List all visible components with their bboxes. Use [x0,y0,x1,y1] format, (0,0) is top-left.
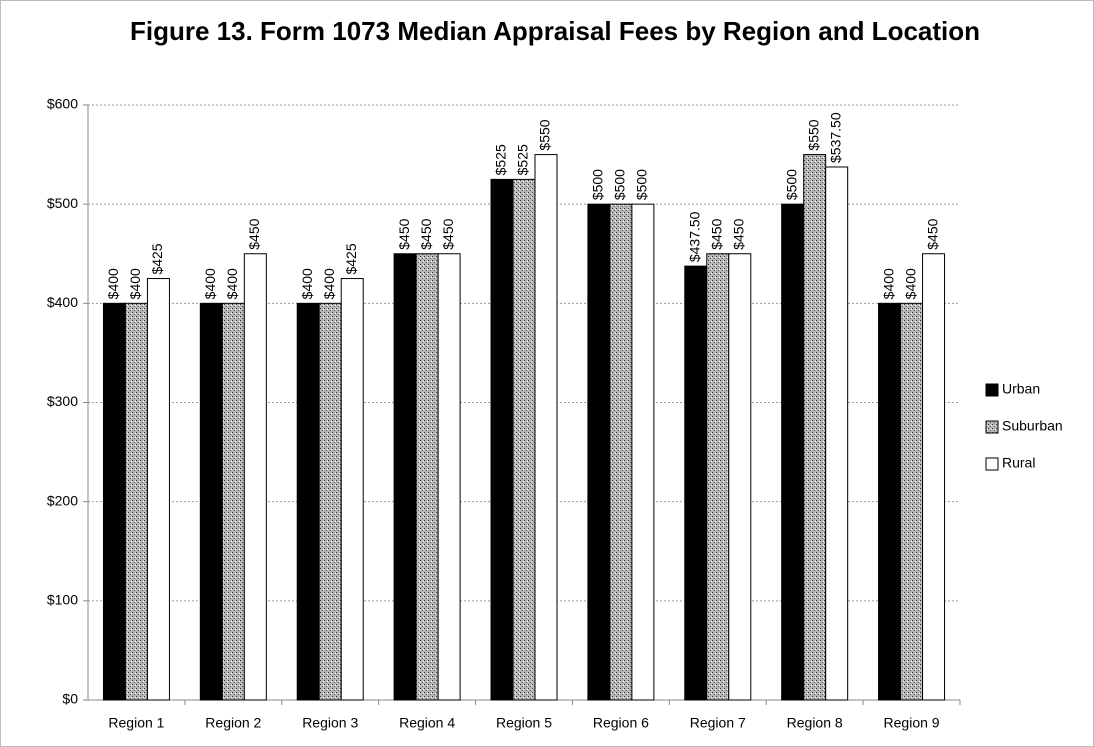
bar [587,203,611,701]
bar [706,253,730,701]
bar [146,278,170,701]
value-label: $450 [924,218,940,249]
x-tick-label: Region 1 [108,715,164,731]
x-tick-label: Region 2 [205,715,261,731]
y-tick-label: $300 [47,393,78,409]
value-label: $400 [224,268,240,299]
bar [631,203,655,701]
value-label: $400 [299,268,315,299]
bar [340,278,364,701]
y-tick-label: $600 [47,96,78,112]
bar [878,302,902,701]
bar [900,302,924,701]
value-label: $450 [396,218,412,249]
value-label: $500 [634,169,650,200]
value-label: $425 [149,243,165,274]
bar [221,302,245,701]
value-label: $500 [612,169,628,200]
bar [199,302,223,701]
bar [684,265,708,701]
legend-label: Suburban [1002,418,1063,434]
y-tick-label: $200 [47,492,78,508]
value-label: $525 [515,144,531,175]
value-label: $525 [493,144,509,175]
chart-title: Figure 13. Form 1073 Median Appraisal Fe… [130,16,981,46]
x-tick-label: Region 8 [787,715,843,731]
value-label: $500 [783,169,799,200]
x-tick-label: Region 7 [690,715,746,731]
value-label: $400 [202,268,218,299]
value-label: $550 [537,119,553,150]
bar [490,178,514,701]
bar [534,154,558,701]
value-label: $400 [105,268,121,299]
bar [781,203,805,701]
legend-swatch [985,457,999,471]
y-tick-label: $500 [47,195,78,211]
x-tick-label: Region 6 [593,715,649,731]
bar [728,253,752,701]
bar [922,253,946,701]
bar [825,166,849,701]
legend-label: Urban [1002,381,1040,397]
x-tick-label: Region 4 [399,715,455,731]
value-label: $450 [730,218,746,249]
x-tick-label: Region 5 [496,715,552,731]
y-tick-label: $400 [47,294,78,310]
legend-swatch [985,420,999,434]
value-label: $450 [246,218,262,249]
legend-swatch [985,383,999,397]
value-label: $450 [708,218,724,249]
bar [609,203,633,701]
bar [318,302,342,701]
x-tick-label: Region 9 [884,715,940,731]
value-label: $450 [440,218,456,249]
bar [437,253,461,701]
bar [415,253,439,701]
value-label: $537.50 [827,112,843,163]
x-tick-label: Region 3 [302,715,358,731]
value-label: $500 [590,169,606,200]
value-label: $437.50 [686,211,702,262]
legend-label: Rural [1002,455,1035,471]
value-label: $450 [418,218,434,249]
bar [124,302,148,701]
y-tick-label: $0 [62,691,78,707]
bar [393,253,417,701]
bar [102,302,126,701]
value-label: $400 [902,268,918,299]
bar [296,302,320,701]
value-label: $400 [321,268,337,299]
value-label: $425 [343,243,359,274]
bar [243,253,267,701]
value-label: $400 [880,268,896,299]
bar [512,178,536,701]
value-label: $400 [127,268,143,299]
y-tick-label: $100 [47,592,78,608]
value-label: $550 [805,119,821,150]
bar [803,154,827,701]
